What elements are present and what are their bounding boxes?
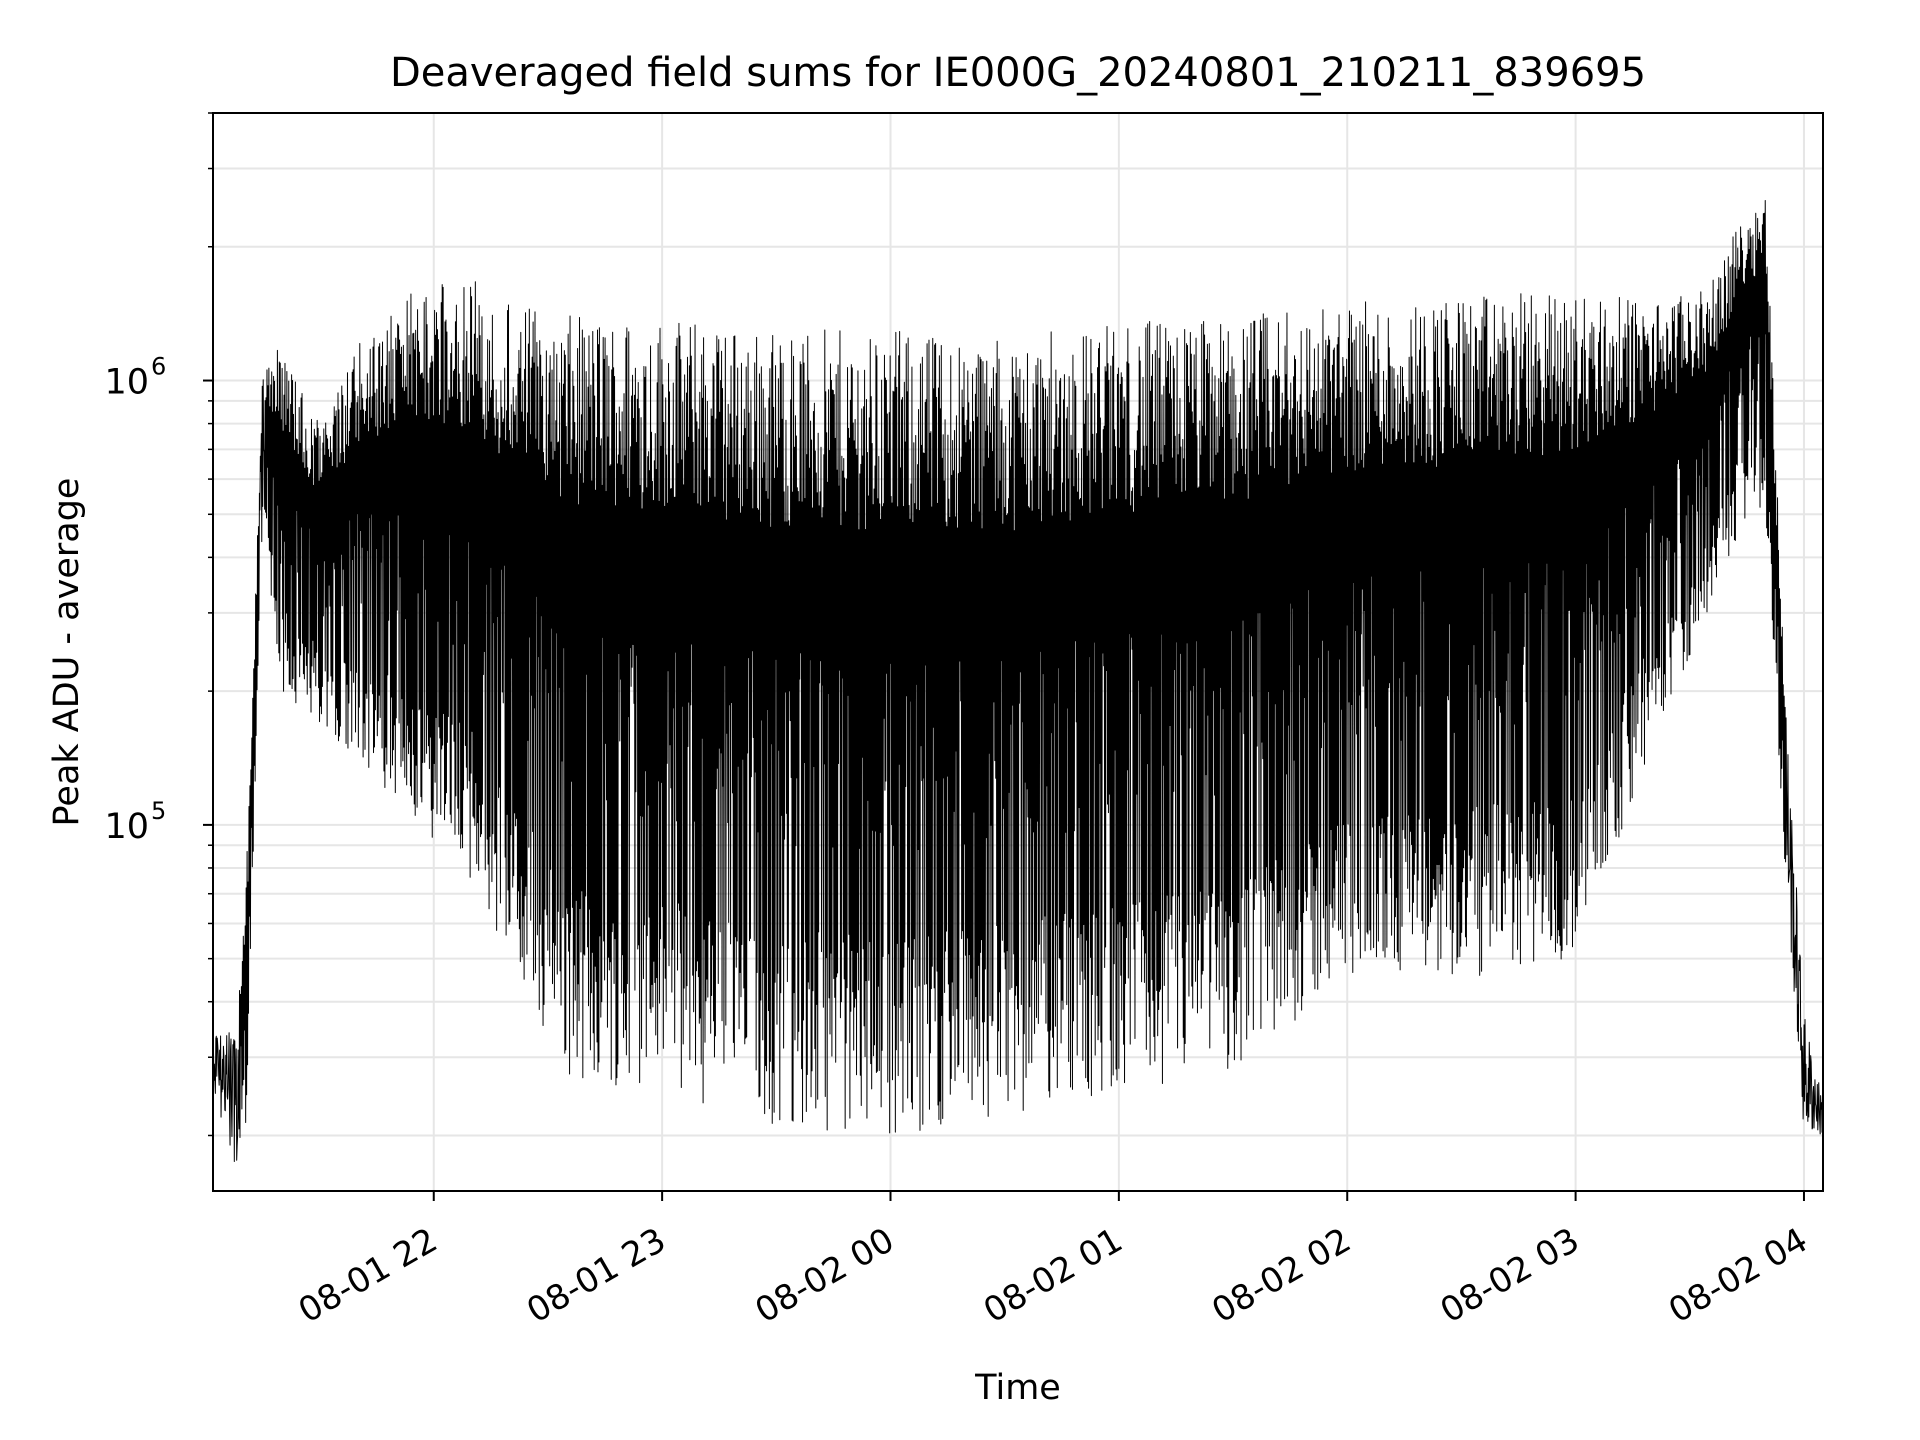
chart-title: Deaveraged field sums for IE000G_2024080… xyxy=(390,50,1646,96)
y-axis-label: Peak ADU - average xyxy=(47,478,87,827)
y-tick-label: 10 5 xyxy=(104,797,166,847)
series-line xyxy=(212,200,1824,1162)
x-axis-label: Time xyxy=(974,1368,1061,1408)
y-tick-base: 10 xyxy=(104,807,149,847)
y-tick-base: 10 xyxy=(104,363,149,403)
y-tick-exponent: 5 xyxy=(151,797,166,825)
y-tick-exponent: 6 xyxy=(151,353,166,381)
y-tick-label: 10 6 xyxy=(104,353,166,403)
plot-frame xyxy=(212,112,1824,1192)
